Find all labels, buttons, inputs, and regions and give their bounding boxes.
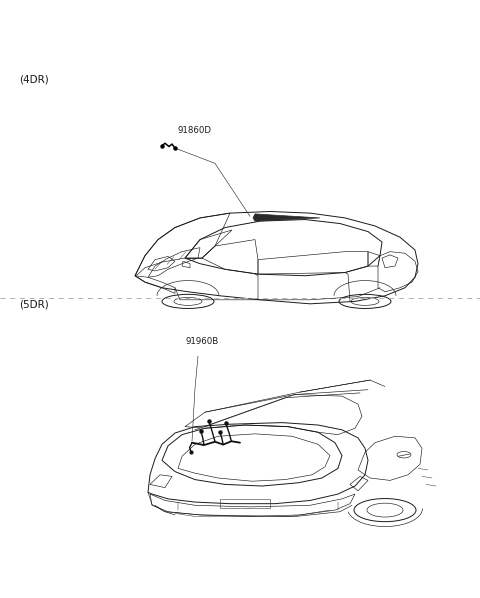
Text: (5DR): (5DR) bbox=[19, 300, 49, 310]
Bar bbox=[220, 499, 270, 508]
Text: 91860D: 91860D bbox=[178, 126, 212, 135]
Text: 91960B: 91960B bbox=[185, 337, 218, 346]
Polygon shape bbox=[253, 214, 320, 221]
Text: (4DR): (4DR) bbox=[19, 74, 49, 84]
